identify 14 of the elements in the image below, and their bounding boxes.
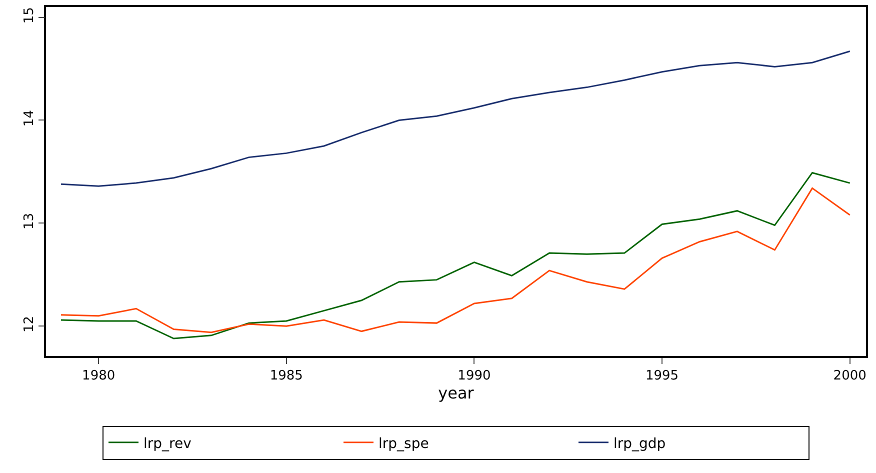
x-tick-label: 1995 bbox=[645, 368, 679, 384]
x-tick-label: 1985 bbox=[270, 368, 303, 384]
y-tick-label: 15 bbox=[22, 7, 38, 24]
x-tick-label: 2000 bbox=[833, 368, 866, 384]
legend-label: lrp_gdp bbox=[614, 436, 666, 452]
y-tick-label: 13 bbox=[22, 212, 38, 230]
x-tick-label: 1980 bbox=[82, 368, 116, 384]
line-series bbox=[60, 50, 851, 187]
legend-label: lrp_spe bbox=[378, 436, 429, 452]
y-tick-label: 12 bbox=[22, 316, 38, 332]
x-axis-title: year bbox=[438, 383, 474, 402]
x-tick-label: 1990 bbox=[458, 368, 491, 384]
legend-label: lrp_rev bbox=[144, 436, 192, 452]
y-tick-label: 14 bbox=[22, 110, 38, 127]
